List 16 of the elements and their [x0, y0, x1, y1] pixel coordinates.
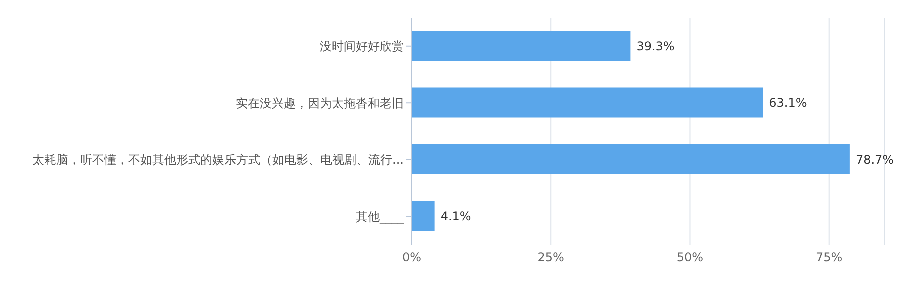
bar [412, 31, 631, 61]
x-tick-label: 50% [676, 250, 704, 265]
x-tick-label: 0% [402, 250, 422, 265]
y-tick-label: 其他____ [356, 210, 405, 224]
data-label: 78.7% [856, 152, 894, 167]
bar [412, 144, 850, 174]
y-tick-label: 没时间好好欣赏 [320, 40, 404, 54]
bar [412, 88, 764, 118]
bar [412, 201, 435, 232]
x-tick-label: 25% [538, 250, 564, 265]
data-label: 63.1% [769, 96, 808, 110]
y-tick-label: 实在没兴趣，因为太拖沓和老旧 [236, 96, 404, 110]
x-tick-label: 75% [816, 250, 843, 265]
y-tick-label: 太耗脑，听不懂，不如其他形式的娱乐方式（如电影、电视剧、流行... [32, 153, 404, 168]
data-label: 39.3% [636, 39, 675, 54]
data-label: 4.1% [440, 210, 472, 224]
